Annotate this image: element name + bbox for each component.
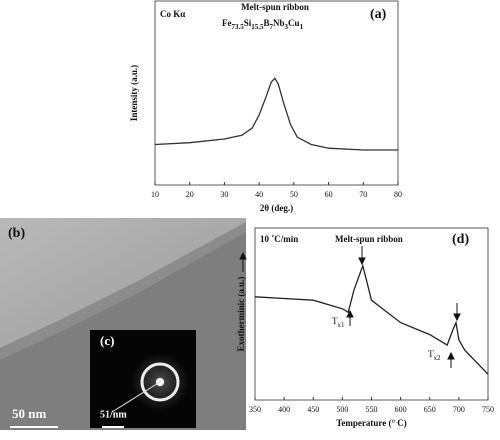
x-tick-label: 600 xyxy=(395,405,407,414)
plot-frame xyxy=(254,227,489,401)
panel-label: (a) xyxy=(370,7,387,22)
x-tick-label: 40 xyxy=(255,190,263,199)
tem-image xyxy=(0,218,246,430)
x-tick-label: 60 xyxy=(325,190,333,199)
x-tick-label: 50 xyxy=(290,190,298,199)
panel-label: (c) xyxy=(100,333,114,348)
x-tick-label: 80 xyxy=(394,190,402,199)
tx2: Tx2 xyxy=(428,349,441,362)
x-tick-label: 400 xyxy=(278,405,290,414)
x-tick-label: 700 xyxy=(453,405,465,414)
x-axis-label: Temperature (° C) xyxy=(336,418,407,428)
x-tick-label: 350 xyxy=(249,405,261,414)
panel-label: (d) xyxy=(452,232,469,247)
arrows xyxy=(239,246,461,368)
x-tick-label: 550 xyxy=(366,405,378,414)
rate: 10 ˚C/min xyxy=(260,234,298,244)
source: Co Kα xyxy=(160,9,185,19)
y-axis-label: Exotherminic (a.u.) xyxy=(236,277,246,352)
x-tick-label: 30 xyxy=(220,190,228,199)
x-tick-label: 750 xyxy=(482,405,494,414)
y-axis-label: Intensity (a.u.) xyxy=(129,65,139,121)
scale-bar-label: 51/nm xyxy=(100,409,127,420)
sample: Melt-spun ribbon xyxy=(241,2,309,12)
sample: Melt-spun ribbon xyxy=(335,234,403,244)
data-line xyxy=(154,77,398,151)
x-axis-label: 2θ (deg.) xyxy=(260,203,293,213)
x-tick-label: 10 xyxy=(151,190,159,199)
x-tick-label: 70 xyxy=(359,190,367,199)
formula: Fe73.5Si15.5B7Nb3Cu1 xyxy=(222,18,304,31)
panel-label: (b) xyxy=(8,226,25,241)
x-tick-label: 450 xyxy=(307,405,319,414)
x-tick-label: 650 xyxy=(424,405,436,414)
x-tick-label: 500 xyxy=(336,405,348,414)
tx1: Tx1 xyxy=(332,316,345,329)
data-line xyxy=(254,263,489,375)
scale-bar-label: 50 nm xyxy=(12,406,46,421)
x-tick-label: 20 xyxy=(186,190,194,199)
plot-frame xyxy=(154,0,399,186)
